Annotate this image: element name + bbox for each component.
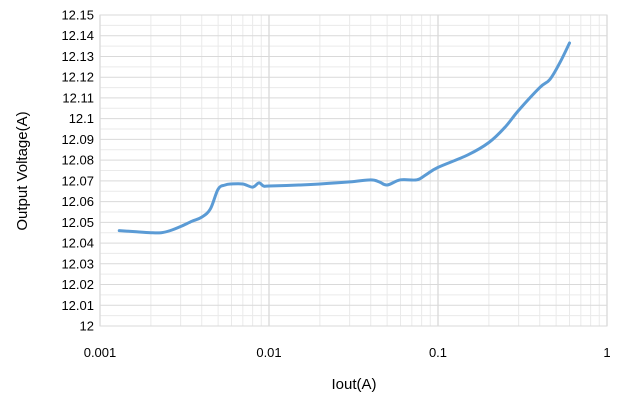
y-tick-label: 12.01 [61,298,94,313]
y-tick-label: 12.11 [62,90,94,105]
y-tick-label: 12.1 [69,111,94,126]
y-tick-label: 12.13 [61,49,94,64]
plot-frame [99,14,608,327]
y-axis-title: Output Voltage(A) [14,111,31,230]
y-tick-label: 12.05 [61,215,94,230]
y-tick-label: 12.15 [61,8,94,23]
x-tick-label: 1 [603,345,610,360]
y-tick-label: 12 [80,319,94,334]
y-tick-label: 12.12 [61,70,94,85]
x-tick-labels: 0.001 0.01 0.1 1 [84,345,611,360]
y-tick-label: 12.07 [61,173,94,188]
y-tick-label: 12.02 [61,277,94,292]
series-line-0 [117,41,572,235]
y-tick-label: 12.06 [61,194,94,209]
y-tick-label: 12.08 [61,153,94,168]
x-tick-label: 0.01 [256,345,281,360]
y-tick-label: 12.14 [61,28,94,43]
x-axis-title: Iout(A) [331,376,376,393]
y-tick-label: 12.09 [61,132,94,147]
x-tick-label: 0.001 [84,345,117,360]
x-tick-label: 0.1 [429,345,447,360]
y-tick-label: 12.04 [61,236,94,251]
major-gridlines [99,14,608,327]
minor-gridlines [100,15,607,326]
y-tick-labels: 12 12.01 12.02 12.03 12.04 12.05 12.06 12.07 12.… [61,8,94,334]
y-tick-label: 12.03 [61,256,94,271]
series-layer [117,41,572,235]
